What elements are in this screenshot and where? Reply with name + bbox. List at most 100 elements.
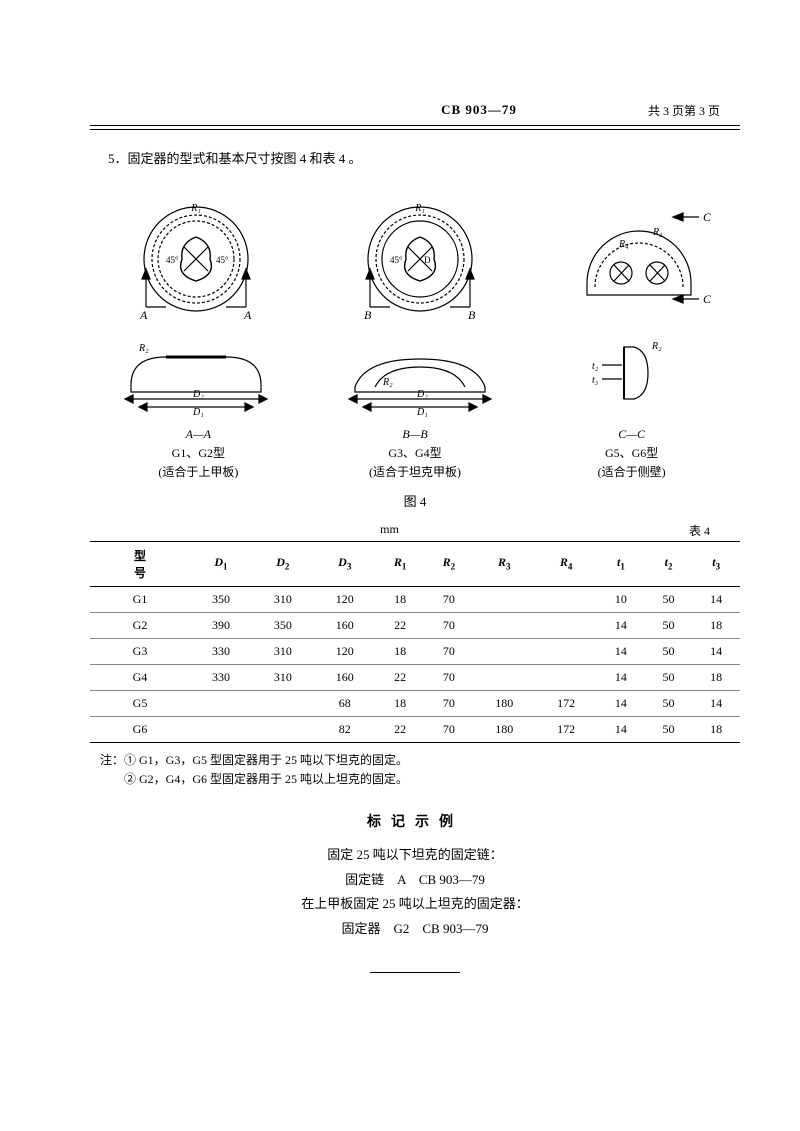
table-cell: 310 bbox=[252, 586, 314, 612]
table-cell: 70 bbox=[425, 716, 474, 742]
table-cell: 82 bbox=[314, 716, 376, 742]
marking-line: 固定器 G2 CB 903—79 bbox=[90, 917, 740, 942]
svg-text:C: C bbox=[703, 292, 712, 306]
page-info: 共 3 页第 3 页 bbox=[648, 102, 720, 119]
table-header-cell: D2 bbox=[252, 541, 314, 586]
table-cell: 14 bbox=[597, 716, 645, 742]
table-cell: 14 bbox=[692, 586, 740, 612]
table-cell: 50 bbox=[645, 586, 693, 612]
table-cell: 350 bbox=[190, 586, 252, 612]
diagram-section-aa: R₂ D₁ D₂ bbox=[111, 337, 281, 417]
table-cell: 18 bbox=[376, 638, 425, 664]
table-header-cell: R1 bbox=[376, 541, 425, 586]
table-cell: 120 bbox=[314, 638, 376, 664]
table-cell bbox=[190, 690, 252, 716]
table-cell: 180 bbox=[473, 716, 535, 742]
header-rule-2 bbox=[90, 129, 740, 130]
table-cell: 18 bbox=[376, 586, 425, 612]
table-cell bbox=[190, 716, 252, 742]
table-cell: 50 bbox=[645, 716, 693, 742]
svg-text:D₁: D₁ bbox=[416, 407, 428, 417]
svg-text:45°: 45° bbox=[216, 255, 229, 265]
marking-line: 在上甲板固定 25 吨以上坦克的固定器： bbox=[90, 892, 740, 917]
table-row: G5681870180172145014 bbox=[90, 690, 740, 716]
table-cell: 50 bbox=[645, 612, 693, 638]
model-label-g3g4: G3、G4型 bbox=[308, 444, 523, 463]
end-rule bbox=[370, 972, 460, 973]
svg-text:R₃: R₃ bbox=[652, 227, 663, 238]
table-row: G43303101602270145018 bbox=[90, 664, 740, 690]
table-cell: 18 bbox=[692, 612, 740, 638]
marking-title: 标记示例 bbox=[90, 811, 740, 831]
table-header-cell: D1 bbox=[190, 541, 252, 586]
table-cell: 70 bbox=[425, 586, 474, 612]
table-header-cell: t2 bbox=[645, 541, 693, 586]
svg-text:D: D bbox=[424, 255, 431, 265]
svg-text:B: B bbox=[364, 308, 372, 322]
table-notes: 注：① G1，G3，G5 型固定器用于 25 吨以下坦克的固定。 ② G2，G4… bbox=[90, 751, 740, 789]
diagram-section-bb: R₂ D₁ D₂ bbox=[335, 337, 505, 417]
table-cell: 160 bbox=[314, 664, 376, 690]
svg-text:R₂: R₂ bbox=[138, 343, 149, 354]
table-cell: 18 bbox=[376, 690, 425, 716]
table-cell: 22 bbox=[376, 664, 425, 690]
figure-title: 图 4 bbox=[90, 491, 740, 510]
figure-label-row: A—A G1、G2型 (适合于上甲板) B—B G3、G4型 (适合于坦克甲板)… bbox=[90, 425, 740, 483]
svg-text:B: B bbox=[468, 308, 476, 322]
table-cell bbox=[252, 716, 314, 742]
table-cell: 14 bbox=[597, 690, 645, 716]
table-header-cell: t3 bbox=[692, 541, 740, 586]
table-cell: 14 bbox=[597, 638, 645, 664]
table-cell: 180 bbox=[473, 690, 535, 716]
table-row: G33303101201870145014 bbox=[90, 638, 740, 664]
model-label-g5g6: G5、G6型 bbox=[524, 444, 739, 463]
table-cell bbox=[535, 612, 597, 638]
table-cell: 350 bbox=[252, 612, 314, 638]
table-cell: 390 bbox=[190, 612, 252, 638]
table-header-cell: R4 bbox=[535, 541, 597, 586]
note-line-2: ② G2，G4，G6 型固定器用于 25 吨以上坦克的固定。 bbox=[100, 770, 740, 789]
svg-text:D₁: D₁ bbox=[192, 407, 204, 417]
svg-text:A: A bbox=[139, 308, 148, 322]
svg-text:R₂: R₂ bbox=[651, 341, 662, 352]
marking-line: 固定链 A CB 903—79 bbox=[90, 868, 740, 893]
svg-text:R₄: R₄ bbox=[618, 239, 629, 250]
note-line-1: 注：① G1，G3，G5 型固定器用于 25 吨以下坦克的固定。 bbox=[100, 751, 740, 770]
diagram-top-g3g4: R₁ 45° D B B bbox=[340, 187, 500, 327]
marking-line: 固定 25 吨以下坦克的固定链： bbox=[90, 843, 740, 868]
table-cell: 68 bbox=[314, 690, 376, 716]
table-cell: 22 bbox=[376, 612, 425, 638]
table-cell: 50 bbox=[645, 664, 693, 690]
table-row: G6822270180172145018 bbox=[90, 716, 740, 742]
standard-code: CB 903—79 bbox=[441, 102, 517, 119]
table-cell bbox=[473, 664, 535, 690]
figure-row: R₁ 45° 45° A A bbox=[90, 187, 740, 417]
table-cell: 120 bbox=[314, 586, 376, 612]
table-cell: 18 bbox=[692, 716, 740, 742]
table-cell: 330 bbox=[190, 664, 252, 690]
table-header-cell: R2 bbox=[425, 541, 474, 586]
table-cell: 14 bbox=[597, 664, 645, 690]
svg-text:R₁: R₁ bbox=[190, 203, 201, 214]
table-cell: 14 bbox=[692, 638, 740, 664]
table-cell: 172 bbox=[535, 690, 597, 716]
table-cell: 330 bbox=[190, 638, 252, 664]
section-label-cc: C—C bbox=[524, 425, 739, 444]
table-cell: 310 bbox=[252, 664, 314, 690]
svg-text:t₃: t₃ bbox=[592, 375, 599, 386]
diagram-top-g1g2: R₁ 45° 45° A A bbox=[116, 187, 276, 327]
table-cell: 160 bbox=[314, 612, 376, 638]
table-cell: G5 bbox=[90, 690, 190, 716]
table-cell: 10 bbox=[597, 586, 645, 612]
table-cell: 50 bbox=[645, 638, 693, 664]
table-header-cell: 型 号 bbox=[90, 541, 190, 586]
table-header-cell: D3 bbox=[314, 541, 376, 586]
svg-text:D₂: D₂ bbox=[416, 389, 428, 400]
table-number: 表 4 bbox=[689, 522, 710, 539]
diagram-top-g5g6: R₃ R₄ C C bbox=[559, 187, 719, 327]
table-cell: 14 bbox=[597, 612, 645, 638]
table-cell: 50 bbox=[645, 690, 693, 716]
table-cell bbox=[535, 586, 597, 612]
diagram-section-cc: R₂ t₂ t₃ bbox=[584, 337, 694, 417]
table-cell bbox=[473, 586, 535, 612]
